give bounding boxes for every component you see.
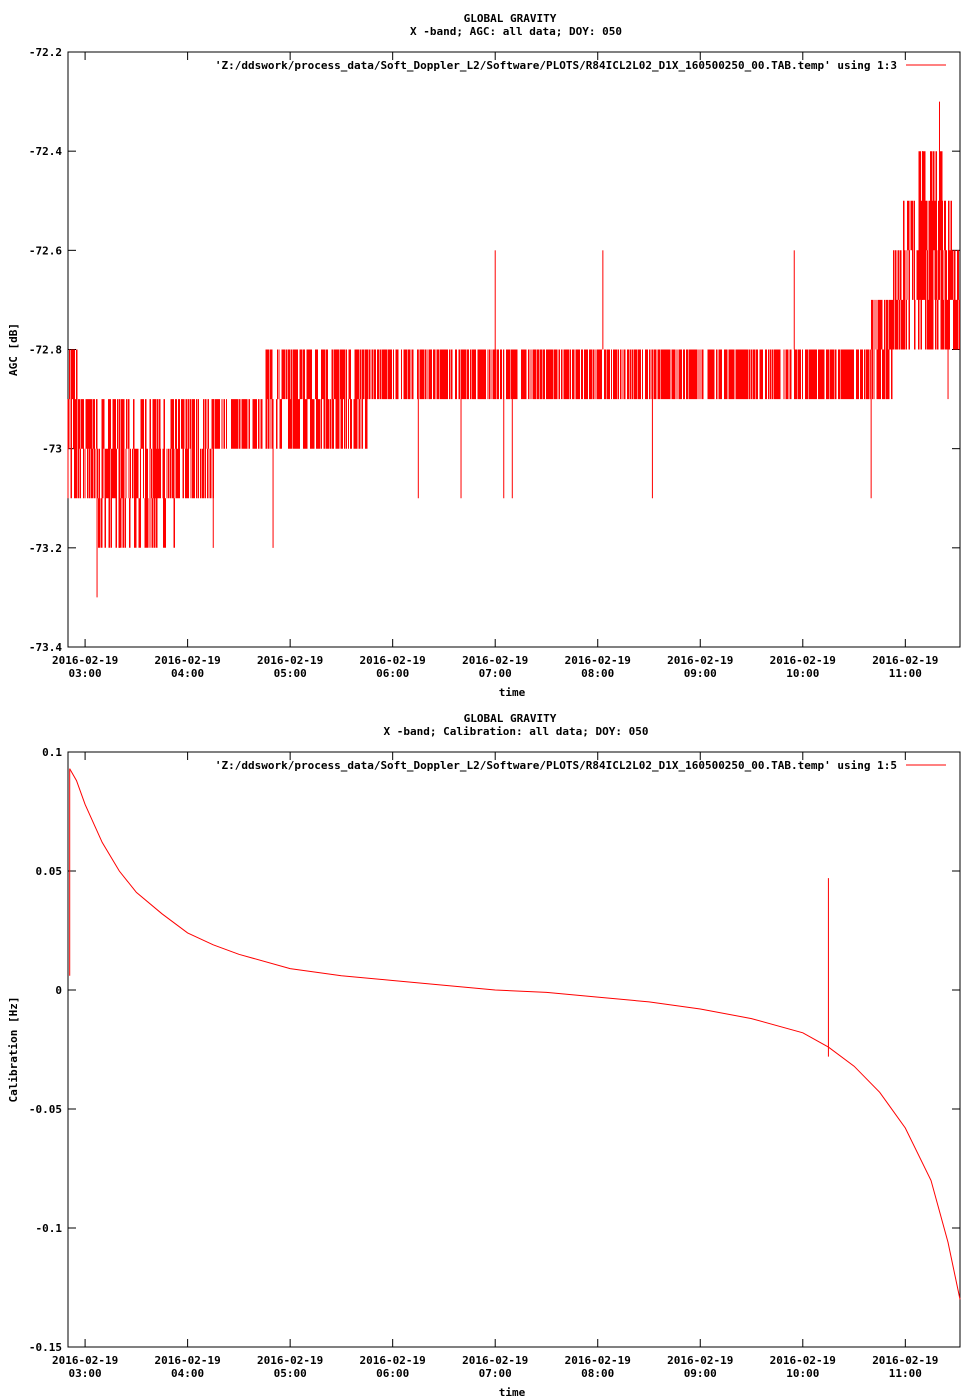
x-tick-date: 2016-02-19 (154, 1354, 220, 1367)
x-tick-time: 06:00 (376, 667, 409, 680)
y-tick-label: -72.8 (29, 344, 62, 357)
y-tick-label: 0 (55, 984, 62, 997)
x-tick-time: 03:00 (69, 1367, 102, 1380)
x-tick-time: 09:00 (684, 667, 717, 680)
x-tick-time: 07:00 (479, 667, 512, 680)
chart-subtitle: X -band; AGC: all data; DOY: 050 (410, 25, 622, 38)
y-tick-label: -73.2 (29, 542, 62, 555)
legend-label: 'Z:/ddswork/process_data/Soft_Doppler_L2… (215, 59, 897, 72)
chart-title: GLOBAL GRAVITY (464, 712, 557, 725)
y-axis-label: AGC [dB] (7, 323, 20, 376)
x-tick-time: 11:00 (889, 1367, 922, 1380)
x-tick-time: 06:00 (376, 1367, 409, 1380)
plot-frame (67, 751, 961, 1348)
y-tick-label: 0.05 (36, 865, 63, 878)
y-tick-label: -0.15 (29, 1341, 62, 1354)
x-axis-label: time (499, 1386, 526, 1399)
x-tick-time: 10:00 (786, 667, 819, 680)
x-tick-time: 07:00 (479, 1367, 512, 1380)
x-tick-date: 2016-02-19 (360, 654, 426, 667)
legend-label: 'Z:/ddswork/process_data/Soft_Doppler_L2… (215, 759, 897, 772)
y-tick-label: -0.05 (29, 1103, 62, 1116)
x-tick-date: 2016-02-19 (52, 1354, 118, 1367)
x-tick-date: 2016-02-19 (360, 1354, 426, 1367)
x-tick-time: 11:00 (889, 667, 922, 680)
x-tick-date: 2016-02-19 (154, 654, 220, 667)
x-tick-date: 2016-02-19 (565, 1354, 631, 1367)
y-tick-label: -73.4 (29, 641, 62, 654)
x-tick-time: 04:00 (171, 1367, 204, 1380)
x-tick-time: 05:00 (274, 667, 307, 680)
calibration-series-line (69, 768, 961, 1300)
x-tick-date: 2016-02-19 (667, 1354, 733, 1367)
x-tick-date: 2016-02-19 (462, 654, 528, 667)
x-tick-date: 2016-02-19 (770, 654, 836, 667)
y-tick-label: -72.4 (29, 145, 62, 158)
x-tick-date: 2016-02-19 (770, 1354, 836, 1367)
x-tick-time: 05:00 (274, 1367, 307, 1380)
y-tick-label: -72.6 (29, 244, 62, 257)
x-tick-time: 03:00 (69, 667, 102, 680)
agc-series-line (67, 151, 960, 548)
y-tick-label: -73 (42, 443, 62, 456)
y-tick-label: 0.1 (42, 746, 62, 759)
x-tick-date: 2016-02-19 (257, 1354, 323, 1367)
x-tick-time: 09:00 (684, 1367, 717, 1380)
y-tick-label: -0.1 (36, 1222, 63, 1235)
y-tick-label: -72.2 (29, 46, 62, 59)
y-axis-label: Calibration [Hz] (7, 997, 20, 1103)
x-tick-date: 2016-02-19 (257, 654, 323, 667)
x-tick-date: 2016-02-19 (667, 654, 733, 667)
x-tick-time: 08:00 (581, 1367, 614, 1380)
x-tick-date: 2016-02-19 (872, 654, 938, 667)
x-tick-date: 2016-02-19 (872, 1354, 938, 1367)
x-tick-date: 2016-02-19 (565, 654, 631, 667)
chart-title: GLOBAL GRAVITY (464, 12, 557, 25)
x-axis-label: time (499, 686, 526, 699)
x-tick-time: 04:00 (171, 667, 204, 680)
x-tick-time: 08:00 (581, 667, 614, 680)
x-tick-date: 2016-02-19 (462, 1354, 528, 1367)
x-tick-time: 10:00 (786, 1367, 819, 1380)
x-tick-date: 2016-02-19 (52, 654, 118, 667)
chart-subtitle: X -band; Calibration: all data; DOY: 050 (384, 725, 649, 738)
